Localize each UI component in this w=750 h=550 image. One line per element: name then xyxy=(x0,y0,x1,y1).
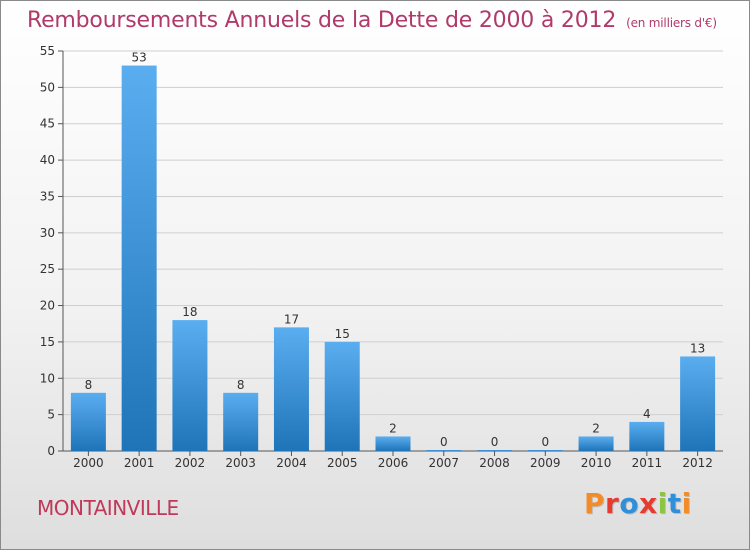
x-tick-label: 2010 xyxy=(581,456,612,470)
x-tick-label: 2006 xyxy=(378,456,409,470)
y-tick-label: 30 xyxy=(40,226,55,240)
bar-value-label: 15 xyxy=(335,327,350,341)
y-tick-label: 25 xyxy=(40,262,55,276)
bars xyxy=(70,65,716,451)
bar xyxy=(375,436,411,451)
bar-value-label: 0 xyxy=(440,435,448,449)
y-tick-label: 50 xyxy=(40,80,55,94)
y-tick-label: 35 xyxy=(40,189,55,203)
bar-value-label: 2 xyxy=(389,421,397,435)
x-tick-label: 2007 xyxy=(428,456,459,470)
commune-name: MONTAINVILLE xyxy=(37,496,179,520)
x-tick-label: 2002 xyxy=(175,456,206,470)
chart-title-text: Remboursements Annuels de la Dette de 20… xyxy=(27,8,617,33)
y-tick-label: 0 xyxy=(47,444,55,458)
bar-value-label: 17 xyxy=(284,312,299,326)
logo-letter: x xyxy=(639,487,658,520)
bar xyxy=(223,392,259,451)
logo-letter: r xyxy=(605,487,620,520)
bar xyxy=(172,320,208,451)
bar-value-label: 0 xyxy=(491,435,499,449)
chart-title: Remboursements Annuels de la Dette de 20… xyxy=(27,8,717,33)
logo-letter: t xyxy=(667,487,682,520)
y-tick-label: 10 xyxy=(40,371,55,385)
bar xyxy=(70,392,106,451)
bar xyxy=(273,327,309,451)
bar xyxy=(578,436,614,451)
bar-value-label: 4 xyxy=(643,407,651,421)
bar-value-label: 53 xyxy=(132,51,147,65)
logo-letter: o xyxy=(619,487,640,520)
x-tick-label: 2000 xyxy=(73,456,104,470)
bar-value-label: 0 xyxy=(541,435,549,449)
bar xyxy=(680,356,716,451)
bar-value-label: 18 xyxy=(182,305,197,319)
bar-value-label: 13 xyxy=(690,341,705,355)
bar xyxy=(426,450,462,451)
y-tick-label: 55 xyxy=(40,44,55,58)
bar xyxy=(527,450,563,451)
y-tick-label: 40 xyxy=(40,153,55,167)
bar xyxy=(121,65,157,451)
bar-value-label: 8 xyxy=(85,378,93,392)
x-tick-label: 2001 xyxy=(124,456,155,470)
chart-subtitle: (en milliers d'€) xyxy=(626,16,717,30)
logo-letter: P xyxy=(584,487,606,520)
logo-letter: i xyxy=(681,487,692,520)
proxiti-logo[interactable]: Proxiti xyxy=(584,487,692,520)
x-tick-label: 2009 xyxy=(530,456,561,470)
bar xyxy=(477,450,513,451)
x-tick-label: 2008 xyxy=(479,456,510,470)
x-tick-label: 2005 xyxy=(327,456,358,470)
x-tick-label: 2011 xyxy=(632,456,663,470)
logo-letter: i xyxy=(657,487,668,520)
grid-lines xyxy=(63,50,723,416)
bar xyxy=(629,421,665,451)
y-tick-label: 15 xyxy=(40,335,55,349)
x-tick-label: 2012 xyxy=(682,456,713,470)
y-tick-label: 45 xyxy=(40,117,55,131)
y-tick-label: 20 xyxy=(40,299,55,313)
y-tick-label: 5 xyxy=(47,408,55,422)
bar-value-label: 2 xyxy=(592,421,600,435)
x-tick-label: 2003 xyxy=(225,456,256,470)
bar xyxy=(324,341,360,451)
labels: 8200053200118200282003172004152005220060… xyxy=(73,51,713,470)
bar-value-label: 8 xyxy=(237,378,245,392)
x-tick-label: 2004 xyxy=(276,456,307,470)
